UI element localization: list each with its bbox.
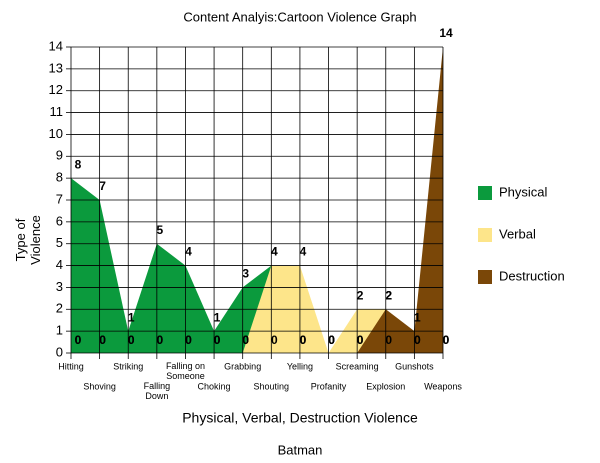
data-label: 0 bbox=[242, 333, 249, 347]
data-label: 0 bbox=[328, 333, 335, 347]
y-tick-label: 3 bbox=[56, 279, 63, 294]
x-tick-label: Explosion bbox=[366, 381, 405, 391]
data-label: 5 bbox=[157, 223, 164, 237]
x-tick-label: Grabbing bbox=[224, 361, 261, 371]
data-label: 0 bbox=[214, 333, 221, 347]
data-label: 1 bbox=[214, 310, 221, 324]
data-label: 4 bbox=[271, 245, 278, 259]
data-label: 0 bbox=[157, 333, 164, 347]
data-label: 0 bbox=[75, 333, 82, 347]
data-label: 0 bbox=[75, 333, 82, 347]
data-label: 0 bbox=[99, 333, 106, 347]
y-tick-label: 5 bbox=[56, 235, 63, 250]
x-axis-label: Physical, Verbal, Destruction Violence bbox=[182, 410, 418, 426]
data-label: 0 bbox=[328, 333, 335, 347]
y-tick-label: 0 bbox=[56, 344, 63, 359]
data-label: 0 bbox=[385, 333, 392, 347]
data-label: 2 bbox=[357, 288, 364, 302]
legend-swatch bbox=[478, 270, 492, 284]
data-label: 0 bbox=[99, 333, 106, 347]
y-tick-label: 4 bbox=[56, 257, 63, 272]
chart-title: Content Analyis:Cartoon Violence Graph bbox=[183, 9, 416, 24]
y-tick-label: 6 bbox=[56, 213, 63, 228]
data-label: 0 bbox=[357, 333, 364, 347]
x-tick-label: Falling Down bbox=[144, 381, 171, 401]
data-label: 3 bbox=[242, 267, 249, 281]
legend-swatch bbox=[478, 228, 492, 242]
y-tick-label: 8 bbox=[56, 170, 63, 185]
y-axis-label: Type ofViolence bbox=[13, 215, 43, 265]
data-label: 2 bbox=[385, 288, 392, 302]
x-tick-label: Yelling bbox=[287, 361, 313, 371]
x-tick-label: Striking bbox=[113, 361, 143, 371]
legend-label: Physical bbox=[499, 184, 548, 199]
data-label: 0 bbox=[357, 333, 364, 347]
y-tick-label: 1 bbox=[56, 323, 63, 338]
y-tick-label: 13 bbox=[49, 60, 63, 75]
data-label: 0 bbox=[185, 333, 192, 347]
data-label: 14 bbox=[439, 26, 453, 40]
x-tick-label: Hitting bbox=[58, 361, 84, 371]
x-tick-label: Weapons bbox=[424, 381, 462, 391]
data-label: 2 bbox=[385, 288, 392, 302]
data-label: 4 bbox=[185, 245, 192, 259]
data-label: 1 bbox=[414, 310, 421, 324]
x-tick-label: Shouting bbox=[254, 381, 290, 391]
x-tick-label: Shoving bbox=[83, 381, 116, 391]
data-label: 8 bbox=[75, 157, 82, 171]
y-tick-label: 10 bbox=[49, 126, 63, 141]
data-label: 0 bbox=[414, 333, 421, 347]
data-label: 0 bbox=[157, 333, 164, 347]
y-tick-label: 11 bbox=[50, 104, 64, 119]
data-label: 0 bbox=[328, 333, 335, 347]
data-label: 0 bbox=[242, 333, 249, 347]
chart-subtitle: Batman bbox=[278, 442, 323, 457]
x-tick-label: Profanity bbox=[311, 381, 347, 391]
data-label: 0 bbox=[443, 333, 450, 347]
data-label: 0 bbox=[300, 333, 307, 347]
legend-label: Verbal bbox=[499, 226, 536, 241]
x-tick-label: Falling on Someone bbox=[166, 361, 205, 381]
legend-swatch bbox=[478, 186, 492, 200]
x-tick-label: Choking bbox=[198, 381, 231, 391]
x-tick-label: Gunshots bbox=[395, 361, 434, 371]
data-label: 0 bbox=[443, 333, 450, 347]
y-tick-label: 9 bbox=[56, 148, 63, 163]
data-label: 0 bbox=[300, 333, 307, 347]
legend-label: Destruction bbox=[499, 268, 565, 283]
data-label: 0 bbox=[185, 333, 192, 347]
y-tick-label: 2 bbox=[56, 301, 63, 316]
data-label: 4 bbox=[300, 245, 307, 259]
data-label: 0 bbox=[128, 333, 135, 347]
data-label: 0 bbox=[214, 333, 221, 347]
y-tick-label: 12 bbox=[49, 82, 63, 97]
data-label: 4 bbox=[271, 245, 278, 259]
data-label: 7 bbox=[99, 179, 106, 193]
x-tick-label: Screaming bbox=[336, 361, 379, 371]
data-label: 1 bbox=[128, 310, 135, 324]
data-label: 0 bbox=[128, 333, 135, 347]
data-label: 0 bbox=[414, 333, 421, 347]
data-label: 0 bbox=[271, 333, 278, 347]
y-tick-label: 14 bbox=[49, 38, 63, 53]
y-tick-label: 7 bbox=[56, 191, 63, 206]
